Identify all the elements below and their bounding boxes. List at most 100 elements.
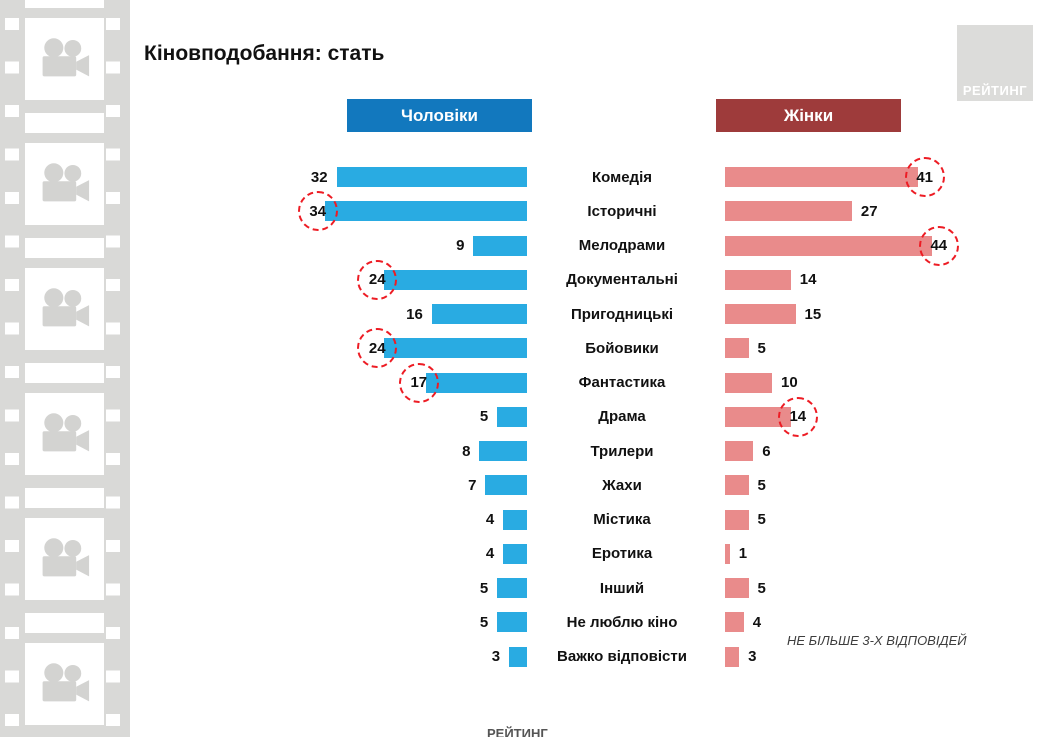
women-cell: 5 [717,338,1053,359]
women-value: 14 [799,271,817,289]
women-cell: 44 [717,225,1053,266]
women-value: 5 [757,511,766,529]
rating-logo-label: РЕЙТИНГ [962,83,1028,98]
chart-row: 8 Трилери 6 [0,434,1053,468]
men-value: 24 [357,328,398,369]
women-cell: 4 [717,612,1053,633]
women-bar [725,338,749,359]
women-value: 3 [748,648,757,666]
women-value: 41 [904,157,945,198]
film-frame [25,393,104,475]
film-frame [25,363,104,383]
women-value: 44 [918,225,959,266]
rating-logo: РЕЙТИНГ [957,25,1033,101]
women-bar [725,646,740,667]
women-bar [725,269,791,290]
category-label: Документальні [566,271,678,289]
camera-icon [42,163,89,202]
men-bar [509,646,527,667]
film-frame [25,488,104,508]
women-cell: 5 [717,578,1053,599]
men-cell: 5 [0,578,527,599]
chart-row: 4 Містика 5 [0,503,1053,537]
men-cell: 5 [0,406,527,427]
women-bar [725,543,730,564]
chart-row: 16 Пригодницькі 15 [0,297,1053,331]
men-cell: 17 [0,362,527,403]
women-bar [725,441,754,462]
chart-row: 5 Інший 5 [0,571,1053,605]
category-label: Не люблю кіно [566,613,678,631]
women-value: 5 [757,339,766,357]
category-label: Драма [598,408,646,426]
women-value: 27 [860,202,878,220]
chart-row: 24 Документальні 14 [0,259,1053,300]
category-label: Жахи [602,476,642,494]
women-bar [725,509,749,530]
women-bar [725,475,749,496]
film-frame [25,268,104,350]
chart-row: 5 Не люблю кіно 4 [0,605,1053,639]
category-label: Комедія [592,168,652,186]
women-bar [725,612,744,633]
men-value: 4 [485,511,495,529]
men-bar [479,441,527,462]
women-bar [725,201,852,222]
men-bar [384,269,527,290]
men-bar [336,167,527,188]
men-cell: 24 [0,259,527,300]
answers-note: НЕ БІЛЬШЕ 3-Х ВІДПОВІДЕЙ [787,633,967,648]
men-value: 9 [456,237,465,255]
legend-men-label: Чоловіки [401,105,478,125]
men-cell: 32 [0,167,527,188]
chart-row: 4 Еротика 1 [0,537,1053,571]
legend-women-label: Жінки [783,105,834,125]
men-cell: 7 [0,475,527,496]
category-label: Важко відповісти [557,648,687,666]
category-label: Мелодрами [578,237,666,255]
women-value: 15 [804,305,822,323]
filmstrip-holes-left [5,0,19,737]
men-value: 7 [468,476,477,494]
page-title: Кіновподобання: стать [144,42,385,65]
film-frame [25,613,104,633]
camera-icon [42,288,89,327]
film-frame [25,113,104,133]
men-value: 32 [310,168,328,186]
men-bar [485,475,527,496]
men-bar [431,304,527,325]
men-bar [473,235,527,256]
legend-women-header: Жінки [716,99,901,132]
men-value: 34 [297,191,338,232]
film-frame [25,518,104,600]
men-bar [497,406,527,427]
men-cell: 16 [0,304,527,325]
film-frame [25,238,104,258]
men-bar [324,201,527,222]
footer-source: РЕЙТИНГ [487,726,548,737]
camera-icon [42,413,89,452]
women-bar [725,167,918,188]
chart-row: 32 Комедія 41 [0,157,1053,198]
legend-men-header: Чоловіки [347,99,532,132]
women-cell: 5 [717,475,1053,496]
category-label: Містика [593,511,651,529]
men-bar [503,509,527,530]
women-bar [725,406,791,427]
men-value: 17 [398,362,439,403]
women-value: 5 [757,476,766,494]
chart-row: 9 Мелодрами 44 [0,225,1053,266]
men-value: 8 [462,442,471,460]
category-label: Історичні [587,202,657,220]
men-value: 4 [485,545,495,563]
men-value: 16 [406,305,423,323]
men-bar [425,372,527,393]
men-value: 3 [491,648,501,666]
category-label: Еротика [591,545,653,563]
women-value: 14 [777,396,818,437]
women-cell: 6 [717,441,1053,462]
category-label: Трилери [590,442,654,460]
women-bar [725,372,772,393]
women-cell: 14 [717,396,1053,437]
